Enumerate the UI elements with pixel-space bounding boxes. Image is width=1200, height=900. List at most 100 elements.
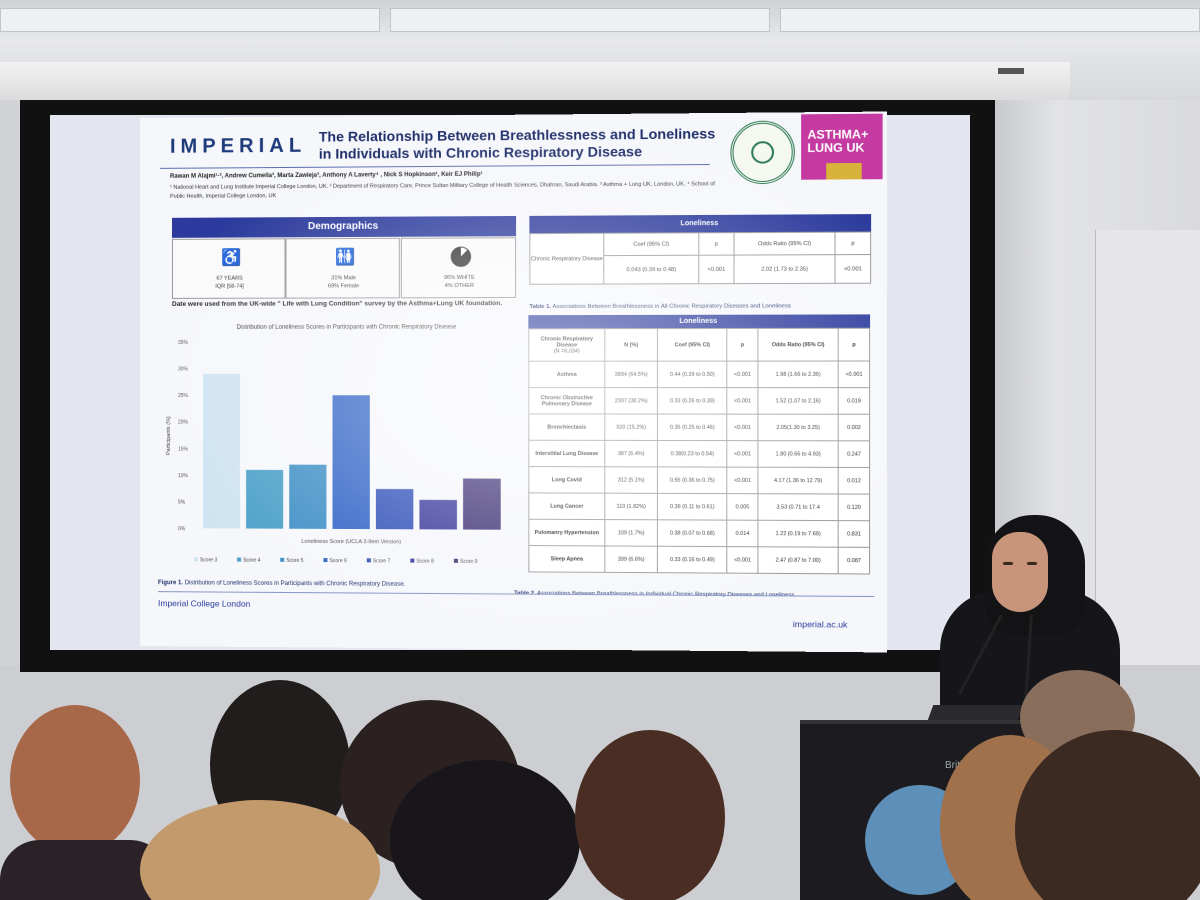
table2-cell-disease: Bronchiectasis: [529, 414, 605, 440]
sex-female: 69% Female: [286, 283, 400, 289]
table1-p: <0.001: [699, 255, 734, 284]
table2-cell-disease: Lung Cancer: [529, 493, 605, 520]
table2-cell-p: <0.001: [727, 361, 758, 388]
legend-swatch: [410, 559, 414, 563]
table2-cell-or: 2.47 (0.87 to 7.00): [758, 547, 839, 574]
demographics-sex: 🚻 31% Male 69% Female: [285, 238, 399, 299]
table-row: Pulomanry Hypertension 109 (1.7%) 0.38 (0.…: [529, 519, 870, 547]
ceiling-panel: [0, 8, 380, 32]
ethnicity-white: 96% WHITE: [402, 275, 517, 281]
table2-cell-disease: Pulomanry Hypertension: [529, 519, 605, 546]
y-tick-label: 30%: [178, 367, 189, 373]
y-tick-label: 25%: [178, 393, 189, 399]
table2-cell-disease: Interstitial Lung Disease: [529, 440, 605, 467]
table2-cell-p: <0.001: [727, 414, 758, 441]
slide-title: The Relationship Between Breathlessness …: [319, 125, 718, 162]
legend-label: Score 8: [416, 559, 434, 565]
y-tick-label: 0%: [178, 526, 186, 532]
table2-cell-n: 3894 (64.5%): [605, 361, 658, 387]
projector-screen-housing: [0, 62, 1070, 102]
college-seal-logo: [730, 121, 794, 185]
y-tick-label: 5%: [178, 500, 186, 506]
table2-cell-n: 920 (15.2%): [605, 414, 658, 440]
table1-col-or: Odds Ratio (95% CI): [734, 232, 835, 255]
table2-cell-p2: 0.012: [838, 467, 869, 494]
table2-cell-p: <0.001: [727, 467, 758, 494]
male-female-icon: 🚻: [335, 247, 353, 269]
table2-col-p2: p: [838, 328, 869, 361]
table2-cell-n: 399 (6.6%): [605, 546, 658, 573]
y-tick-label: 10%: [178, 473, 189, 479]
authors: Rawan M Alajmi¹·², Andrew Cumella³, Mart…: [170, 172, 483, 180]
table1-p2: <0.001: [835, 255, 870, 284]
bar-score-7: [376, 489, 413, 529]
table2-cell-p: <0.001: [727, 441, 758, 468]
table1-header: Loneliness: [529, 214, 871, 233]
table1-col-p: p: [699, 233, 734, 256]
table1-coef: 0.043 (0.39 to 0.48): [604, 255, 699, 284]
presenter-face: [992, 532, 1048, 612]
partner-logo-accent: [826, 163, 862, 180]
data-source-note: Date were used from the UK-wide " Life w…: [172, 299, 516, 309]
y-tick-label: 15%: [178, 446, 189, 452]
table2-cell-or: 3.53 (0.71 to 17.4: [758, 494, 839, 521]
legend-label: Score 3: [200, 557, 217, 563]
legend-label: Score 4: [243, 558, 261, 564]
figure-caption-label: Figure 1.: [158, 580, 183, 586]
footer-institution: Imperial College London: [158, 598, 250, 609]
demographics-age: ♿ 67 YEARS IQR [58-74]: [172, 238, 286, 299]
audience-head: [575, 730, 725, 900]
demographics-header: Demographics: [172, 216, 516, 238]
legend-label: Score 7: [373, 558, 391, 564]
table2-cell-n: 2307 (38.2%): [605, 388, 658, 414]
elderly-person-icon: ♿: [221, 248, 239, 270]
table1-col-p2: p: [835, 232, 870, 255]
table2-cell-p: <0.001: [727, 547, 758, 574]
legend-swatch: [367, 558, 371, 562]
slide-title-line1: The Relationship Between Breathlessness …: [319, 125, 718, 145]
table-row: Interstitial Lung Disease 387 (6.4%) 0.38(…: [529, 440, 870, 467]
table1-col-coef: Coef (95% CI): [604, 233, 699, 256]
table2-cell-disease: Chronic Obstructive Pulmonary Disease: [529, 388, 605, 414]
legend-swatch: [194, 557, 198, 561]
sex-male: 31% Male: [286, 275, 400, 281]
table1-or: 2.02 (1.73 to 2.35): [734, 255, 835, 284]
imperial-logo: IMPERIAL: [170, 135, 306, 159]
age-value: 67 YEARS: [173, 275, 287, 281]
table2-cell-coef: 0.38 (0.07 to 0.68): [658, 520, 727, 547]
title-divider: [160, 164, 710, 169]
table1-header-row: Chronic Respiratory Disease Coef (95% CI…: [530, 232, 871, 256]
table2-cell-p2: 0.019: [838, 388, 869, 415]
legend-swatch: [280, 558, 284, 562]
table2-cell-p2: <0.001: [838, 361, 869, 388]
table2-col-coef: Coef (95% CI): [658, 328, 727, 361]
legend-label: Score 9: [460, 559, 478, 565]
table2-col-disease: Chronic Respiratory Disease (N =6,034): [529, 329, 605, 362]
table2-col-n: N (%): [605, 329, 658, 362]
table2-col-disease-n: (N =6,034): [531, 348, 602, 354]
audience-head: [10, 705, 140, 855]
bar-score-4: [246, 470, 283, 529]
x-axis-label: Loneliness Score (UCLA 3-Item Version): [301, 539, 401, 546]
y-axis-label: Participants (%): [166, 416, 172, 455]
table1-caption: Table 1. Associations Between Breathless…: [529, 303, 791, 310]
table2-cell-disease: Sleep Apnea: [529, 546, 605, 573]
table-row: Chronic Obstructive Pulmonary Disease 230…: [529, 388, 870, 415]
asthma-lung-uk-logo: ASTHMA+ LUNG UK: [801, 114, 883, 180]
table2-cell-coef: 0.44 (0.39 to 0.50): [658, 361, 727, 387]
table2-cell-or: 1.52 (1.07 to 2.16): [758, 388, 839, 415]
table2-cell-or: 1.22 (0.19 to 7.69): [758, 520, 839, 547]
affiliations: ¹ National Heart and Lung Institute Impe…: [170, 180, 720, 202]
bar-score-3: [203, 374, 240, 529]
table2-cell-coef: 0.38(0.23 to 0.54): [658, 440, 727, 467]
footer-url: imperial.ac.uk: [793, 619, 848, 630]
table2-cell-or: 2.05(1.30 to 3.25): [758, 414, 839, 441]
slide-title-line2: in Individuals with Chronic Respiratory …: [319, 143, 718, 163]
table2-cell-coef: 0.55 (0.36 to 0.75): [658, 467, 727, 494]
table2-cell-coef: 0.33 (0.26 to 0.39): [658, 388, 727, 415]
presenter-eye: [1027, 562, 1037, 565]
ethnicity-other: 4% OTHER: [402, 283, 517, 289]
legend-label: Score 5: [286, 558, 304, 564]
table2-cell-or: 4.17 (1.36 to 12.79): [758, 467, 839, 494]
presenter-eye: [1003, 562, 1013, 565]
